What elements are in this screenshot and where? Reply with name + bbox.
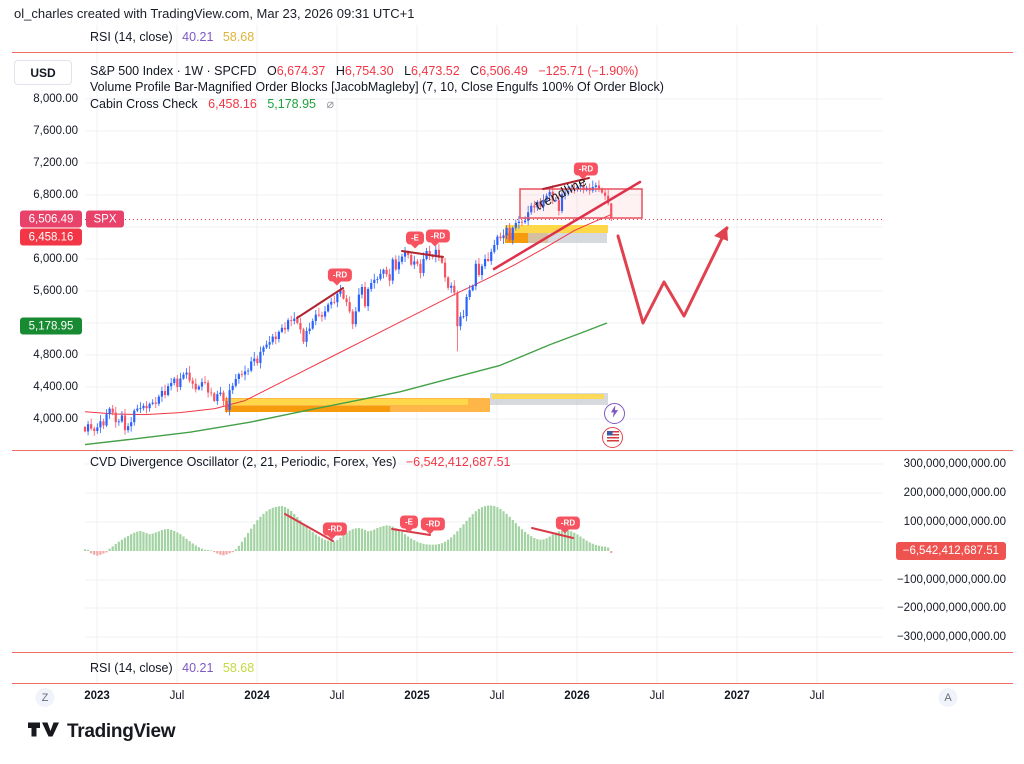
cvd-value: −6,542,412,687.51 <box>405 455 511 469</box>
attribution-text: ol_charles created with TradingView.com,… <box>14 6 415 21</box>
rsi-top-label: RSI (14, close) <box>90 30 173 44</box>
time-axis-label: Jul <box>489 690 505 702</box>
price-level-badge: 6,458.16 <box>20 228 82 246</box>
price-axis-label: 6,800.00 <box>33 189 78 201</box>
ohlc-low: L6,473.52 <box>404 64 460 78</box>
tradingview-logo-icon <box>28 722 59 742</box>
divergence-badge[interactable]: -RD <box>555 516 581 534</box>
time-axis-label: 2026 <box>564 690 590 702</box>
time-axis-label: Jul <box>649 690 665 702</box>
time-axis-label: 2023 <box>84 690 110 702</box>
volume-profile-legend[interactable]: Volume Profile Bar-Magnified Order Block… <box>90 80 664 94</box>
rsi-bottom-value: 40.21 <box>182 661 214 675</box>
lightning-icon <box>610 404 619 423</box>
cabin-value-red: 6,458.16 <box>208 97 257 111</box>
cabin-cross-check-legend[interactable]: Cabin Cross Check 6,458.16 5,178.95 ⌀ <box>90 96 334 111</box>
time-axis-label: Jul <box>809 690 825 702</box>
volume-profile-label: Volume Profile Bar-Magnified Order Block… <box>90 80 664 94</box>
price-axis-label: 4,400.00 <box>33 381 78 393</box>
ohlc-close: C6,506.49 <box>470 64 528 78</box>
tradingview-logo[interactable]: TradingView <box>28 721 176 743</box>
price-axis-label: 7,600.00 <box>33 125 78 137</box>
us-flag-icon <box>606 429 619 447</box>
cabin-label: Cabin Cross Check <box>90 97 198 111</box>
rsi-top-legend[interactable]: RSI (14, close) 40.21 58.68 <box>90 30 260 44</box>
price-axis-label: 8,000.00 <box>33 93 78 105</box>
rsi-bottom-ma-value: 58.68 <box>222 661 255 675</box>
price-axis-label: 6,000.00 <box>33 253 78 265</box>
price-axis-label: 5,600.00 <box>33 285 78 297</box>
ohlc-open: O6,674.37 <box>266 64 326 78</box>
divergence-badge[interactable]: -E <box>400 515 418 533</box>
rsi-bottom-legend[interactable]: RSI (14, close) 40.21 58.68 <box>90 661 260 675</box>
time-axis-label: 2027 <box>724 690 750 702</box>
price-axis-label: 4,000.00 <box>33 413 78 425</box>
divergence-badge[interactable]: -RD <box>425 229 451 247</box>
axis-button-a[interactable]: A <box>938 688 958 707</box>
diameter-icon: ⌀ <box>326 97 335 111</box>
cvd-axis-label: −300,000,000,000.00 <box>896 631 1006 643</box>
price-level-badge: 6,506.49 <box>20 210 82 228</box>
rsi-top-value: 40.21 <box>182 30 214 44</box>
cvd-legend[interactable]: CVD Divergence Oscillator (2, 21, Period… <box>90 455 516 469</box>
price-axis-label: 4,800.00 <box>33 349 78 361</box>
symbol-tag-badge: SPX <box>86 210 124 228</box>
time-axis-label: 2025 <box>404 690 430 702</box>
time-axis-label: 2024 <box>244 690 270 702</box>
earnings-event-button[interactable] <box>604 403 625 424</box>
currency-button[interactable]: USD <box>14 60 72 85</box>
symbol-legend[interactable]: S&P 500 Index · 1W · SPCFD O6,674.37 H6,… <box>90 64 645 78</box>
divergence-badge[interactable]: -RD <box>322 522 348 540</box>
ohlc-high: H6,754.30 <box>335 64 394 78</box>
pane-separator[interactable] <box>12 450 1013 451</box>
pane-separator[interactable] <box>12 52 1013 53</box>
cvd-axis-label: 300,000,000,000.00 <box>903 458 1006 470</box>
pane-separator[interactable] <box>12 683 1013 684</box>
economic-event-button[interactable] <box>602 427 623 448</box>
divergence-badge[interactable]: -RD <box>327 268 353 286</box>
tradingview-logo-text: TradingView <box>67 721 176 742</box>
divergence-badge[interactable]: -E <box>406 231 424 249</box>
cvd-axis-label: 100,000,000,000.00 <box>903 516 1006 528</box>
cvd-axis-label: −100,000,000,000.00 <box>896 574 1006 586</box>
cabin-value-green: 5,178.95 <box>267 97 316 111</box>
time-axis-label: Jul <box>169 690 185 702</box>
symbol-title[interactable]: S&P 500 Index · 1W · SPCFD <box>90 64 257 78</box>
cvd-axis-label: 200,000,000,000.00 <box>903 487 1006 499</box>
pane-separator[interactable] <box>12 652 1013 653</box>
rsi-bottom-label: RSI (14, close) <box>90 661 173 675</box>
cvd-axis-label: −200,000,000,000.00 <box>896 602 1006 614</box>
divergence-badge[interactable]: -RD <box>573 162 599 180</box>
rsi-top-ma-value: 58.68 <box>222 30 255 44</box>
price-axis-label: 7,200.00 <box>33 157 78 169</box>
change-value: −125.71 (−1.90%) <box>538 64 639 78</box>
axis-button-z[interactable]: Z <box>35 688 55 707</box>
divergence-badge[interactable]: -RD <box>420 517 446 535</box>
time-axis-label: Jul <box>329 690 345 702</box>
cvd-label: CVD Divergence Oscillator (2, 21, Period… <box>90 455 397 469</box>
price-level-badge: 5,178.95 <box>20 317 82 335</box>
cvd-value-badge: −6,542,412,687.51 <box>895 542 1006 560</box>
